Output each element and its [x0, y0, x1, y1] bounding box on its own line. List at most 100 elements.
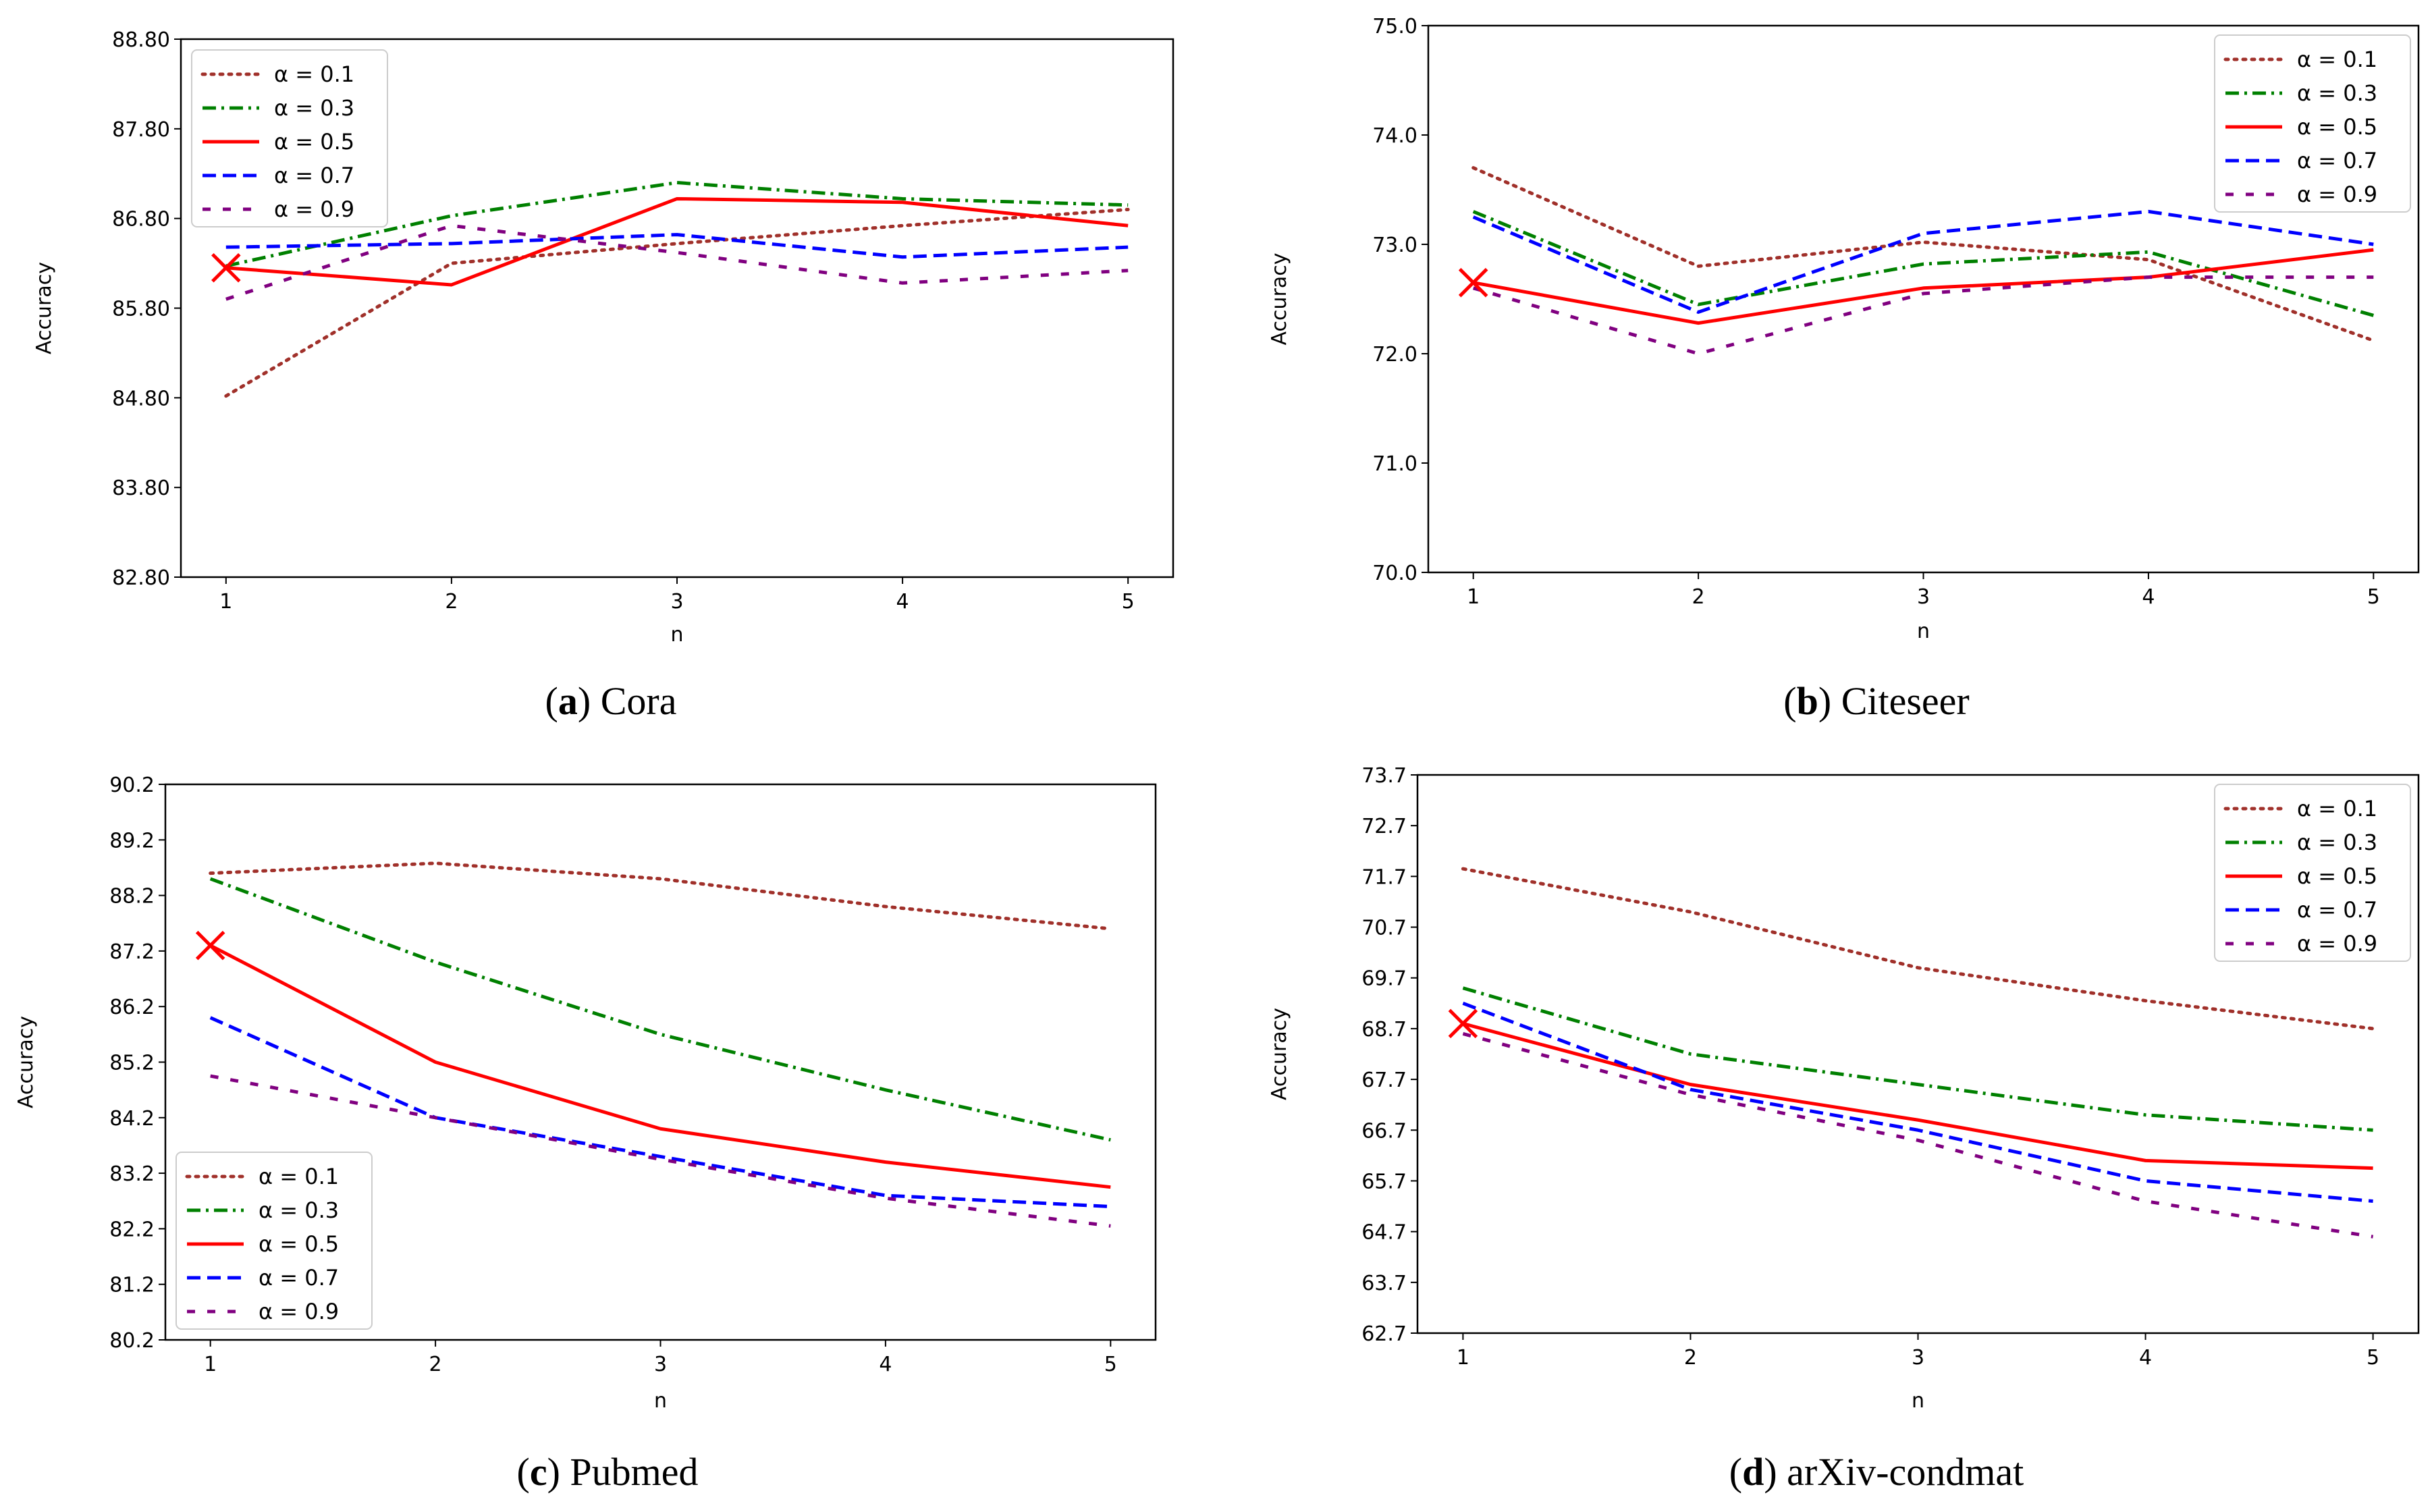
legend-label: α = 0.7: [2297, 148, 2377, 173]
y-tick-label: 68.7: [1361, 1018, 1407, 1042]
legend-label: α = 0.5: [274, 129, 354, 155]
y-tick-label: 90.2: [109, 774, 155, 797]
legend-label: α = 0.5: [2297, 863, 2377, 889]
y-tick-label: 66.7: [1361, 1119, 1407, 1143]
legend-label: α = 0.7: [274, 163, 354, 188]
x-tick-label: 1: [1457, 1346, 1469, 1370]
chart-panel-c: 90.2 89.2 88.2 87.2 86.2 85.2 84.2 83.2 82.2 81.2…: [14, 774, 1157, 1494]
x-tick-label: 1: [219, 590, 232, 614]
series-line-2: [225, 181, 1129, 268]
x-tick-label: 2: [445, 590, 458, 614]
legend: α = 0.1 α = 0.3 α = 0.5 α = 0.7 α = 0.9: [191, 49, 388, 227]
x-tick-label: 2: [429, 1353, 442, 1376]
y-tick-label: 73.7: [1361, 764, 1407, 788]
y-tick-label: 86.2: [109, 996, 155, 1019]
series-line-2: [1462, 986, 2373, 1132]
series-line-1: [209, 861, 1112, 931]
y-tick-label: 73.0: [1372, 234, 1417, 257]
legend-label: α = 0.3: [274, 95, 354, 121]
highlight-x-marker: [1448, 1008, 1478, 1039]
x-axis-label: n: [1917, 620, 1930, 643]
x-tick-label: 4: [2139, 1346, 2152, 1370]
x-tick-label: 4: [879, 1353, 892, 1376]
y-axis-label: Accuracy: [1268, 1008, 1291, 1100]
series-line-5: [1472, 275, 2374, 356]
series-line-4: [209, 1016, 1111, 1208]
y-tick-label: 84.80: [112, 387, 170, 410]
y-tick-label: 70.0: [1372, 562, 1417, 585]
y-axis-label: Accuracy: [32, 262, 56, 354]
x-tick-label: 3: [670, 590, 683, 614]
y-tick-label: 82.2: [109, 1218, 155, 1241]
legend-label: α = 0.1: [2297, 47, 2377, 72]
y-tick-label: 81.2: [109, 1274, 155, 1297]
chart-panel-a: 88.80 87.80 86.80 85.80 84.80 83.80 82.80 1 2 3 4 5…: [32, 28, 1174, 723]
y-tick-label: 86.80: [112, 208, 170, 232]
x-tick-label: 5: [2367, 585, 2380, 609]
y-tick-label: 87.80: [112, 118, 170, 142]
legend-label: α = 0.9: [2297, 182, 2377, 207]
x-tick-label: 4: [896, 590, 909, 614]
legend-label: α = 0.7: [2297, 897, 2377, 923]
y-tick-label: 80.2: [109, 1329, 155, 1353]
x-axis-label: n: [654, 1389, 667, 1413]
y-tick-label: 74.0: [1372, 124, 1417, 148]
x-tick-label: 5: [2367, 1346, 2379, 1370]
legend-label: α = 0.5: [2297, 114, 2377, 140]
series-line-1: [224, 207, 1130, 398]
series-line-3: [209, 944, 1111, 1189]
panel-caption: (d) arXiv-condmat: [1729, 1450, 2024, 1494]
y-tick-label: 64.7: [1361, 1221, 1407, 1245]
caption-letter: d: [1742, 1450, 1764, 1494]
y-tick-label: 85.80: [112, 298, 170, 321]
panel-caption: (a) Cora: [545, 679, 677, 723]
y-tick-label: 88.80: [112, 28, 170, 52]
panel-caption: (c) Pubmed: [516, 1450, 698, 1494]
caption-letter: c: [530, 1450, 547, 1494]
panel-caption: (b) Citeseer: [1783, 679, 1969, 723]
legend-label: α = 0.3: [2297, 830, 2377, 855]
y-tick-label: 63.7: [1361, 1272, 1407, 1295]
y-tick-label: 83.80: [112, 477, 170, 500]
series-line-1: [1461, 867, 2375, 1031]
legend-label: α = 0.1: [274, 61, 354, 87]
highlight-x-marker: [211, 252, 241, 283]
x-tick-label: 1: [1467, 585, 1480, 609]
legend-label: α = 0.7: [259, 1265, 339, 1291]
x-tick-label: 3: [654, 1353, 667, 1376]
legend-label: α = 0.9: [2297, 931, 2377, 956]
y-tick-label: 70.7: [1361, 917, 1407, 940]
caption-letter: a: [558, 679, 578, 723]
y-tick-label: 85.2: [109, 1052, 155, 1075]
legend-label: α = 0.1: [2297, 796, 2377, 821]
series-line-3: [1462, 1021, 2373, 1170]
x-axis-label: n: [670, 623, 683, 647]
y-tick-label: 67.7: [1361, 1069, 1407, 1092]
x-tick-label: 5: [1104, 1353, 1117, 1376]
y-tick-label: 62.7: [1361, 1322, 1407, 1346]
y-axis-label: Accuracy: [1268, 253, 1291, 346]
y-tick-label: 87.2: [109, 940, 155, 964]
y-tick-label: 83.2: [109, 1162, 155, 1186]
series-line-2: [1472, 210, 2374, 317]
legend-label: α = 0.1: [259, 1164, 339, 1189]
legend: α = 0.1 α = 0.3 α = 0.5 α = 0.7 α = 0.9: [175, 1152, 373, 1330]
legend-label: α = 0.3: [2297, 80, 2377, 106]
legend-label: α = 0.3: [259, 1197, 339, 1223]
y-tick-label: 71.7: [1361, 865, 1407, 889]
chart-panel-b: 75.0 74.0 73.0 72.0 71.0 70.0 1 2 3 4 5 n Accuracy α …: [1268, 15, 2420, 723]
chart-panel-d: 73.7 72.7 71.7 70.7 69.7 68.7 67.7 66.7 65.7 64.7…: [1268, 764, 2420, 1494]
x-tick-label: 4: [2142, 585, 2155, 609]
y-tick-label: 89.2: [109, 829, 155, 853]
x-tick-label: 2: [1684, 1346, 1697, 1370]
legend: α = 0.1 α = 0.3 α = 0.5 α = 0.7 α = 0.9: [2214, 34, 2411, 213]
y-tick-label: 65.7: [1361, 1170, 1407, 1193]
highlight-x-marker: [1458, 267, 1488, 298]
series-line-4: [225, 233, 1129, 259]
legend-label: α = 0.5: [259, 1231, 339, 1257]
legend-label: α = 0.9: [274, 196, 354, 222]
x-axis-label: n: [1912, 1389, 1924, 1413]
y-tick-label: 71.0: [1372, 452, 1417, 476]
y-tick-label: 82.80: [112, 566, 170, 590]
x-tick-label: 3: [1917, 585, 1930, 609]
